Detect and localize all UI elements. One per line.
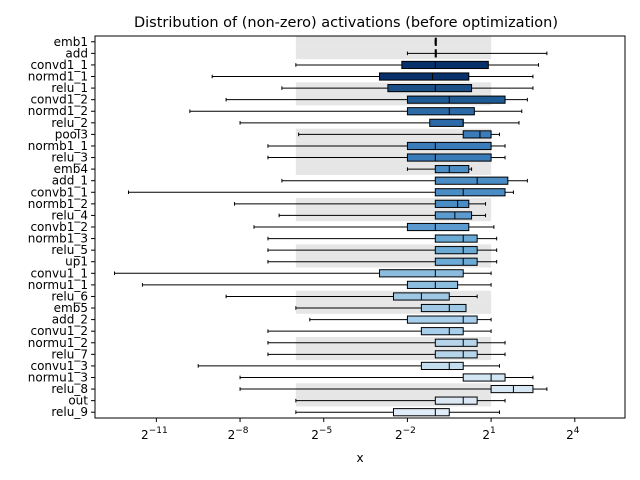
y-tick-label: relu_6 xyxy=(51,289,88,303)
y-tick-label: convd1_1 xyxy=(30,58,88,72)
y-tick-label: up1 xyxy=(65,255,88,269)
box-normb1_3 xyxy=(434,234,478,243)
box-pool3 xyxy=(462,130,492,139)
box-add_2 xyxy=(406,315,478,324)
y-tick-label: relu_4 xyxy=(51,208,88,222)
box-add_1 xyxy=(434,176,509,185)
box-emb5 xyxy=(420,303,467,313)
y-tick-label: out xyxy=(68,394,88,408)
box-convu1_3 xyxy=(420,361,464,370)
y-tick-label: normb1_3 xyxy=(28,232,88,246)
y-tick-label: normu1_1 xyxy=(28,278,88,292)
y-tick-label: emb5 xyxy=(54,301,88,315)
x-tick-label: 21 xyxy=(482,426,495,442)
x-tick-label: 2−2 xyxy=(395,426,416,442)
y-tick-label: convu1_3 xyxy=(30,359,88,373)
x-tick-label: 2−5 xyxy=(311,426,332,442)
y-tick-label: relu_2 xyxy=(51,116,88,130)
y-tick-label: normd1_1 xyxy=(28,70,88,84)
y-tick-label: add_1 xyxy=(52,174,88,188)
y-tick-label: normu1_3 xyxy=(28,370,88,384)
box-emb4 xyxy=(434,165,470,174)
box-out xyxy=(434,396,478,405)
box-convb1_2 xyxy=(406,222,470,232)
box-relu_8 xyxy=(490,384,534,394)
y-tick-label: add_2 xyxy=(52,313,88,327)
y-tick-label: normb1_1 xyxy=(28,139,88,153)
box-convd1_1 xyxy=(401,60,489,70)
box-relu_7 xyxy=(434,350,478,359)
box-normd1_2 xyxy=(406,107,475,116)
box-normu1_2 xyxy=(434,338,478,347)
plot-area: emb1addconvd1_1normd1_1relu_1convd1_2nor… xyxy=(28,35,626,442)
y-tick-label: relu_8 xyxy=(51,382,88,396)
y-tick-label: convb1_2 xyxy=(30,220,88,234)
y-tick-label: emb4 xyxy=(54,162,88,176)
box-relu_9 xyxy=(392,408,450,417)
box-convb1_1 xyxy=(434,188,506,197)
shaded-band xyxy=(295,163,492,175)
x-tick-label: 24 xyxy=(566,426,580,442)
box-relu_2 xyxy=(429,118,464,127)
y-tick-label: add xyxy=(65,46,88,60)
y-tick-label: normu1_2 xyxy=(28,336,88,350)
y-tick-label: relu_7 xyxy=(51,347,88,361)
shaded-band xyxy=(295,36,492,48)
box-convd1_2 xyxy=(406,95,506,104)
box-normu1_3 xyxy=(462,373,506,382)
box-relu_1 xyxy=(387,84,473,93)
box-normu1_1 xyxy=(406,280,459,289)
y-tick-label: convd1_2 xyxy=(30,93,88,107)
y-tick-label: convu1_2 xyxy=(30,324,88,338)
box-convu1_1 xyxy=(379,269,464,278)
box-normb1_2 xyxy=(434,199,470,208)
box-relu_3 xyxy=(406,153,492,162)
y-tick-label: emb1 xyxy=(54,35,88,49)
y-tick-label: convb1_1 xyxy=(30,185,88,199)
y-tick-label: normd1_2 xyxy=(28,104,88,118)
y-tick-label: convu1_1 xyxy=(30,266,88,280)
box-relu_5 xyxy=(434,246,478,255)
y-tick-label: relu_1 xyxy=(51,81,88,95)
box-up1 xyxy=(434,257,478,266)
x-tick-label: 2−8 xyxy=(228,426,249,442)
box-convu1_2 xyxy=(420,327,464,336)
x-axis-label: x xyxy=(356,451,363,465)
y-tick-label: relu_9 xyxy=(51,405,88,419)
shaded-band xyxy=(295,47,492,60)
box-relu_4 xyxy=(434,211,473,220)
x-tick-label: 2−11 xyxy=(141,426,168,442)
y-tick-label: normb1_2 xyxy=(28,197,88,211)
y-tick-label: pool3 xyxy=(55,127,88,141)
box-normb1_1 xyxy=(406,141,492,151)
chart-title: Distribution of (non-zero) activations (… xyxy=(134,15,558,31)
y-tick-label: relu_3 xyxy=(51,151,88,165)
y-tick-label: relu_5 xyxy=(51,243,88,257)
box-normd1_1 xyxy=(379,72,470,81)
